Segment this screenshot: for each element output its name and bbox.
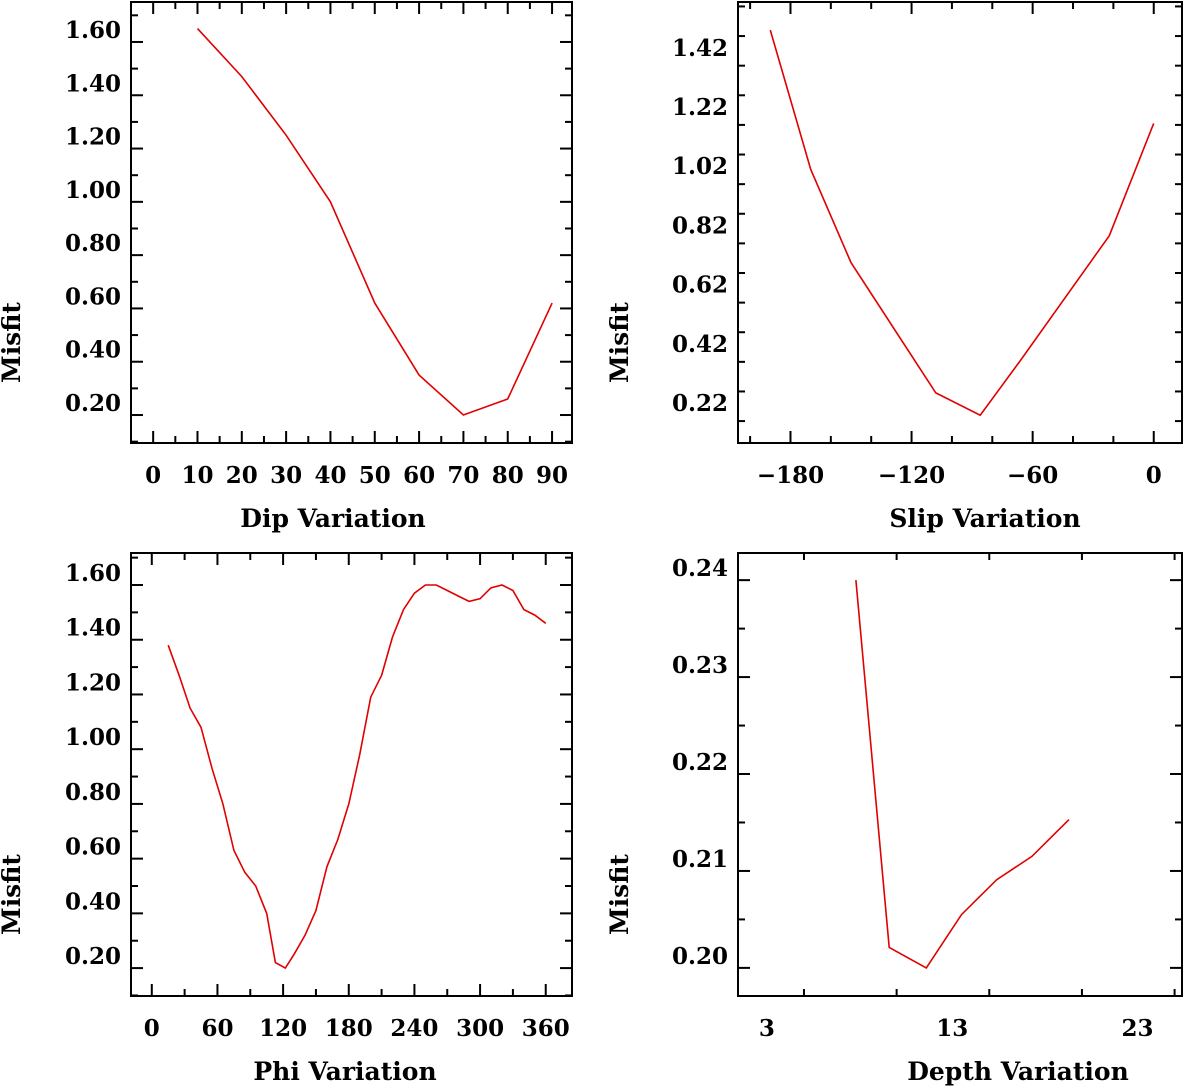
panel-dip: 0 10 20 30 40 50 60 70 80 90 0.20 0.40 0.60 0.80 1.00 1… xyxy=(0,1,573,533)
y-axis-label: Misfit xyxy=(0,302,26,383)
y-tick-label: 1.00 xyxy=(65,724,121,751)
x-tick-label: 90 xyxy=(536,462,568,489)
misfit-series-line xyxy=(855,580,1070,969)
x-tick-label: 0 xyxy=(144,1015,160,1042)
y-tick-label: 0.60 xyxy=(65,834,121,861)
y-tick-label: 1.40 xyxy=(65,70,121,97)
x-tick-label: 13 xyxy=(936,1015,968,1042)
plot-frame xyxy=(737,552,1183,997)
x-tick-label: 360 xyxy=(522,1015,570,1042)
x-tick-label: −180 xyxy=(757,462,824,489)
y-tick-label: 0.82 xyxy=(672,212,728,239)
y-axis-label: Misfit xyxy=(605,854,634,935)
x-axis-label: Depth Variation xyxy=(907,1057,1129,1086)
y-tick-label: 0.20 xyxy=(65,390,121,417)
y-tick-label: 0.20 xyxy=(672,943,728,970)
panel-phi: 0 60 120 180 240 300 360 0.20 0.40 0.60 0.80 1.00 1.… xyxy=(0,552,573,1086)
panel-depth: 3 13 23 0.20 0.21 0.22 0.23 0.24 Depth Variation… xyxy=(605,552,1183,1086)
x-tick-label: 0 xyxy=(1146,462,1162,489)
x-tick-label: 60 xyxy=(201,1015,233,1042)
y-tick-label: 1.42 xyxy=(672,35,728,62)
misfit-series-line xyxy=(167,584,547,970)
misfit-series-line xyxy=(196,28,553,416)
y-tick-label: 0.22 xyxy=(672,390,728,417)
x-tick-label: −60 xyxy=(1007,462,1058,489)
y-tick-label: 0.40 xyxy=(65,337,121,364)
x-tick-label: 3 xyxy=(759,1015,775,1042)
y-tick-label: 0.42 xyxy=(672,331,728,358)
y-tick-label: 1.60 xyxy=(65,560,121,587)
y-tick-label: 0.40 xyxy=(65,888,121,915)
x-axis-label: Slip Variation xyxy=(889,504,1080,533)
y-tick-label: 0.60 xyxy=(65,283,121,310)
plot-frame xyxy=(737,1,1183,444)
x-tick-label: 240 xyxy=(390,1015,438,1042)
x-tick-label: 50 xyxy=(359,462,391,489)
y-tick-label: 1.40 xyxy=(65,615,121,642)
x-tick-label: 10 xyxy=(181,462,213,489)
misfit-series-line xyxy=(769,29,1155,417)
y-tick-label: 0.23 xyxy=(672,652,728,679)
y-tick-label: 1.20 xyxy=(65,669,121,696)
x-tick-label: 70 xyxy=(447,462,479,489)
y-tick-label: 1.02 xyxy=(672,153,728,180)
x-tick-label: 0 xyxy=(145,462,161,489)
y-axis-label: Misfit xyxy=(0,854,26,935)
x-tick-label: 60 xyxy=(403,462,435,489)
x-tick-label: 40 xyxy=(314,462,346,489)
y-tick-label: 1.22 xyxy=(672,94,728,121)
x-tick-label: 180 xyxy=(325,1015,373,1042)
y-tick-label: 0.20 xyxy=(65,943,121,970)
panel-slip: −180 −120 −60 0 0.22 0.42 0.62 0.82 1.02 1.22 1.42… xyxy=(605,1,1183,533)
plot-frame xyxy=(130,552,573,997)
x-tick-label: 300 xyxy=(456,1015,504,1042)
y-tick-label: 1.60 xyxy=(65,17,121,44)
x-tick-label: 80 xyxy=(492,462,524,489)
y-tick-label: 0.22 xyxy=(672,749,728,776)
y-tick-label: 1.20 xyxy=(65,124,121,151)
y-tick-label: 0.21 xyxy=(672,846,728,873)
x-tick-label: 20 xyxy=(226,462,258,489)
y-tick-label: 0.80 xyxy=(65,779,121,806)
x-tick-label: 30 xyxy=(270,462,302,489)
y-tick-label: 0.24 xyxy=(672,555,728,582)
plot-frame xyxy=(130,1,573,444)
y-axis-label: Misfit xyxy=(605,302,634,383)
x-axis-label: Dip Variation xyxy=(240,504,425,533)
y-tick-label: 0.80 xyxy=(65,230,121,257)
x-tick-label: −120 xyxy=(878,462,945,489)
y-tick-label: 0.62 xyxy=(672,272,728,299)
x-tick-label: 120 xyxy=(259,1015,307,1042)
y-tick-label: 1.00 xyxy=(65,177,121,204)
x-axis-label: Phi Variation xyxy=(253,1057,436,1086)
x-tick-label: 23 xyxy=(1122,1015,1154,1042)
